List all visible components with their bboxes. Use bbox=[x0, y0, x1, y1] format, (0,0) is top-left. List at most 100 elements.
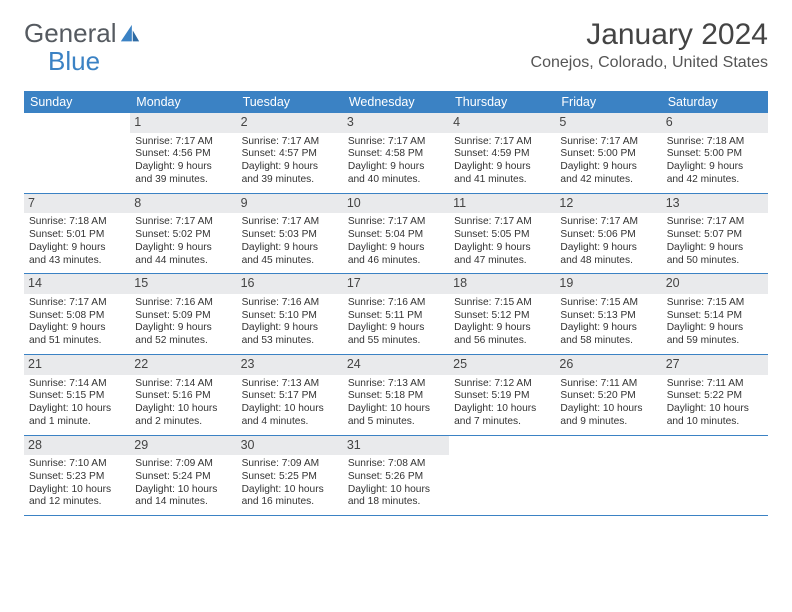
day-number: 8 bbox=[130, 194, 236, 214]
day2-text: and 42 minutes. bbox=[667, 174, 763, 187]
day1-text: Daylight: 9 hours bbox=[454, 161, 550, 174]
calendar-cell: 25Sunrise: 7:12 AMSunset: 5:19 PMDayligh… bbox=[449, 355, 555, 435]
day2-text: and 48 minutes. bbox=[560, 255, 656, 268]
day2-text: and 47 minutes. bbox=[454, 255, 550, 268]
month-title: January 2024 bbox=[531, 18, 768, 52]
calendar-cell: 28Sunrise: 7:10 AMSunset: 5:23 PMDayligh… bbox=[24, 436, 130, 516]
title-block: January 2024 Conejos, Colorado, United S… bbox=[531, 18, 768, 72]
weeks-container: 1Sunrise: 7:17 AMSunset: 4:56 PMDaylight… bbox=[24, 113, 768, 516]
day-number: 12 bbox=[555, 194, 661, 214]
day1-text: Daylight: 10 hours bbox=[348, 484, 444, 497]
calendar-cell: 24Sunrise: 7:13 AMSunset: 5:18 PMDayligh… bbox=[343, 355, 449, 435]
sunset-text: Sunset: 5:02 PM bbox=[135, 229, 231, 242]
week-row: 14Sunrise: 7:17 AMSunset: 5:08 PMDayligh… bbox=[24, 274, 768, 355]
location-text: Conejos, Colorado, United States bbox=[531, 54, 768, 72]
day-number: 26 bbox=[555, 355, 661, 375]
day2-text: and 50 minutes. bbox=[667, 255, 763, 268]
sunrise-text: Sunrise: 7:17 AM bbox=[135, 136, 231, 149]
sunset-text: Sunset: 5:22 PM bbox=[667, 390, 763, 403]
calendar-cell: 4Sunrise: 7:17 AMSunset: 4:59 PMDaylight… bbox=[449, 113, 555, 193]
sunrise-text: Sunrise: 7:09 AM bbox=[242, 458, 338, 471]
calendar-cell: 31Sunrise: 7:08 AMSunset: 5:26 PMDayligh… bbox=[343, 436, 449, 516]
sunrise-text: Sunrise: 7:09 AM bbox=[135, 458, 231, 471]
calendar-cell: 12 Sunrise: 7:17 AMSunset: 5:06 PMDayligh… bbox=[555, 194, 661, 274]
sunrise-text: Sunrise: 7:17 AM bbox=[135, 216, 231, 229]
day1-text: Daylight: 9 hours bbox=[29, 322, 125, 335]
sunset-text: Sunset: 5:14 PM bbox=[667, 310, 763, 323]
sunset-text: Sunset: 5:13 PM bbox=[560, 310, 656, 323]
week-row: 1Sunrise: 7:17 AMSunset: 4:56 PMDaylight… bbox=[24, 113, 768, 194]
day1-text: Daylight: 9 hours bbox=[667, 322, 763, 335]
calendar-cell: 11Sunrise: 7:17 AMSunset: 5:05 PMDayligh… bbox=[449, 194, 555, 274]
day-number: 20 bbox=[662, 274, 768, 294]
day-number: 27 bbox=[662, 355, 768, 375]
day1-text: Daylight: 10 hours bbox=[560, 403, 656, 416]
sunset-text: Sunset: 5:10 PM bbox=[242, 310, 338, 323]
calendar-cell: 2Sunrise: 7:17 AMSunset: 4:57 PMDaylight… bbox=[237, 113, 343, 193]
sunset-text: Sunset: 5:08 PM bbox=[29, 310, 125, 323]
sunset-text: Sunset: 5:19 PM bbox=[454, 390, 550, 403]
day-number: 22 bbox=[130, 355, 236, 375]
calendar: Sunday Monday Tuesday Wednesday Thursday… bbox=[24, 91, 768, 516]
calendar-cell: 29Sunrise: 7:09 AMSunset: 5:24 PMDayligh… bbox=[130, 436, 236, 516]
sunset-text: Sunset: 4:56 PM bbox=[135, 148, 231, 161]
logo-text-blue: Blue bbox=[48, 46, 100, 76]
sunset-text: Sunset: 5:12 PM bbox=[454, 310, 550, 323]
sunrise-text: Sunrise: 7:17 AM bbox=[242, 136, 338, 149]
calendar-cell: 16Sunrise: 7:16 AMSunset: 5:10 PMDayligh… bbox=[237, 274, 343, 354]
calendar-cell bbox=[555, 436, 661, 516]
sunrise-text: Sunrise: 7:11 AM bbox=[560, 378, 656, 391]
calendar-cell: 3Sunrise: 7:17 AMSunset: 4:58 PMDaylight… bbox=[343, 113, 449, 193]
calendar-cell: 23Sunrise: 7:13 AMSunset: 5:17 PMDayligh… bbox=[237, 355, 343, 435]
day1-text: Daylight: 9 hours bbox=[560, 161, 656, 174]
sunset-text: Sunset: 5:23 PM bbox=[29, 471, 125, 484]
day-number: 21 bbox=[24, 355, 130, 375]
day1-text: Daylight: 9 hours bbox=[135, 161, 231, 174]
sunrise-text: Sunrise: 7:18 AM bbox=[29, 216, 125, 229]
sunset-text: Sunset: 5:11 PM bbox=[348, 310, 444, 323]
sunset-text: Sunset: 5:25 PM bbox=[242, 471, 338, 484]
week-row: 7Sunrise: 7:18 AMSunset: 5:01 PMDaylight… bbox=[24, 194, 768, 275]
sunset-text: Sunset: 4:57 PM bbox=[242, 148, 338, 161]
sunset-text: Sunset: 5:04 PM bbox=[348, 229, 444, 242]
calendar-cell: 7Sunrise: 7:18 AMSunset: 5:01 PMDaylight… bbox=[24, 194, 130, 274]
sunrise-text: Sunrise: 7:16 AM bbox=[242, 297, 338, 310]
dayname-tuesday: Tuesday bbox=[237, 91, 343, 113]
calendar-cell: 22Sunrise: 7:14 AMSunset: 5:16 PMDayligh… bbox=[130, 355, 236, 435]
sunrise-text: Sunrise: 7:14 AM bbox=[135, 378, 231, 391]
sunrise-text: Sunrise: 7:14 AM bbox=[29, 378, 125, 391]
day1-text: Daylight: 9 hours bbox=[29, 242, 125, 255]
day2-text: and 10 minutes. bbox=[667, 416, 763, 429]
sunrise-text: Sunrise: 7:17 AM bbox=[454, 136, 550, 149]
sunset-text: Sunset: 5:26 PM bbox=[348, 471, 444, 484]
calendar-cell bbox=[662, 436, 768, 516]
calendar-cell: 14Sunrise: 7:17 AMSunset: 5:08 PMDayligh… bbox=[24, 274, 130, 354]
sunrise-text: Sunrise: 7:17 AM bbox=[560, 136, 656, 149]
day-number: 7 bbox=[24, 194, 130, 214]
day-number: 3 bbox=[343, 113, 449, 133]
sunset-text: Sunset: 5:09 PM bbox=[135, 310, 231, 323]
sunset-text: Sunset: 5:15 PM bbox=[29, 390, 125, 403]
calendar-cell: 15Sunrise: 7:16 AMSunset: 5:09 PMDayligh… bbox=[130, 274, 236, 354]
week-row: 28Sunrise: 7:10 AMSunset: 5:23 PMDayligh… bbox=[24, 436, 768, 517]
day2-text: and 1 minute. bbox=[29, 416, 125, 429]
sunrise-text: Sunrise: 7:08 AM bbox=[348, 458, 444, 471]
day2-text: and 18 minutes. bbox=[348, 496, 444, 509]
sunset-text: Sunset: 5:05 PM bbox=[454, 229, 550, 242]
sunset-text: Sunset: 5:06 PM bbox=[560, 229, 656, 242]
day1-text: Daylight: 9 hours bbox=[560, 242, 656, 255]
calendar-cell: 20Sunrise: 7:15 AMSunset: 5:14 PMDayligh… bbox=[662, 274, 768, 354]
day2-text: and 39 minutes. bbox=[242, 174, 338, 187]
sunrise-text: Sunrise: 7:17 AM bbox=[560, 216, 656, 229]
sunset-text: Sunset: 5:00 PM bbox=[560, 148, 656, 161]
day-number: 18 bbox=[449, 274, 555, 294]
day1-text: Daylight: 9 hours bbox=[348, 161, 444, 174]
day1-text: Daylight: 10 hours bbox=[348, 403, 444, 416]
day2-text: and 2 minutes. bbox=[135, 416, 231, 429]
day1-text: Daylight: 9 hours bbox=[560, 322, 656, 335]
logo: General bbox=[24, 18, 143, 49]
day2-text: and 41 minutes. bbox=[454, 174, 550, 187]
sunrise-text: Sunrise: 7:15 AM bbox=[454, 297, 550, 310]
day2-text: and 14 minutes. bbox=[135, 496, 231, 509]
dayname-sunday: Sunday bbox=[24, 91, 130, 113]
